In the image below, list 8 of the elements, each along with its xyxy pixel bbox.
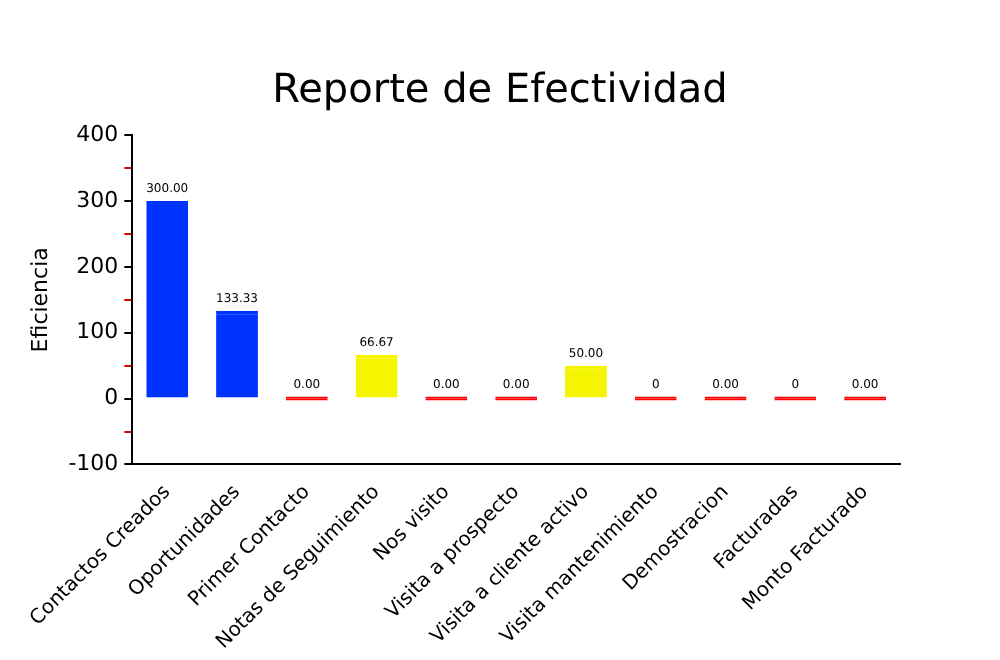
y-tick-label: 0 [104,384,119,411]
y-tick-label: 100 [76,318,119,345]
y-axis-title: Eficiencia [26,247,53,353]
chart-title: Reporte de Efectividad [270,64,730,116]
y-tick-label: 200 [76,252,119,279]
y-tick-label: -100 [68,450,119,477]
y-tick-label: 300 [76,186,119,213]
y-tick-label: 400 [76,120,119,147]
